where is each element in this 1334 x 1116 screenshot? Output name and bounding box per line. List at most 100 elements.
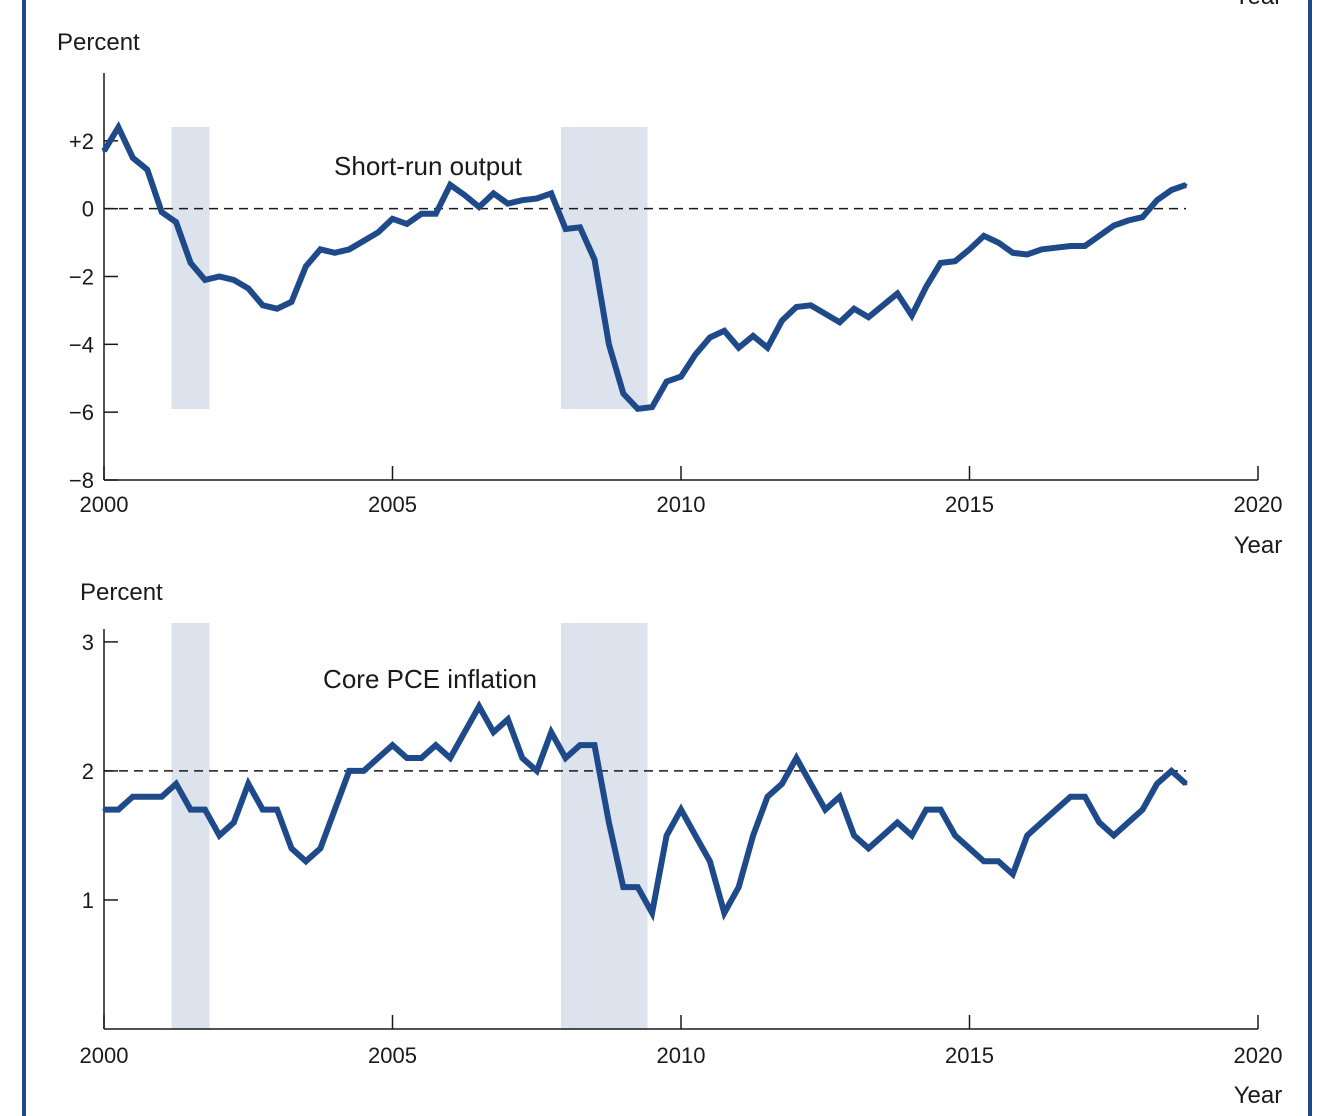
data-point [794, 305, 798, 309]
data-point [636, 885, 640, 889]
data-point [1025, 833, 1029, 837]
y-tick-label: 1 [82, 888, 94, 913]
data-point [722, 911, 726, 915]
data-point [304, 859, 308, 863]
data-point [794, 756, 798, 760]
data-point [665, 833, 669, 837]
data-point [852, 307, 856, 311]
data-point [953, 833, 957, 837]
data-point [867, 846, 871, 850]
recession-shade-0 [171, 623, 210, 1030]
x-tick-label: 2000 [80, 492, 129, 517]
data-point [953, 259, 957, 263]
data-point [780, 319, 784, 323]
series-title: Core PCE inflation [323, 664, 537, 694]
data-point [722, 329, 726, 333]
x-tick-label: 2005 [368, 1043, 417, 1068]
data-point [362, 239, 366, 243]
data-point [419, 212, 423, 216]
data-point [895, 291, 899, 295]
data-point [477, 704, 481, 708]
data-point [174, 782, 178, 786]
data-point [578, 743, 582, 747]
data-point [304, 264, 308, 268]
recession-shade-1 [560, 623, 648, 1030]
data-point [607, 821, 611, 825]
recession-shade-0 [171, 127, 210, 409]
data-point [867, 315, 871, 319]
data-point [636, 407, 640, 411]
data-point [506, 202, 510, 206]
data-point [592, 743, 596, 747]
x-tick-label: 2020 [1234, 1043, 1283, 1068]
y-tick-label: −6 [69, 400, 94, 425]
data-point [448, 183, 452, 187]
data-point [1068, 795, 1072, 799]
data-point [318, 247, 322, 251]
data-point [535, 196, 539, 200]
data-point [347, 247, 351, 251]
data-point [419, 756, 423, 760]
data-point [347, 769, 351, 773]
data-point [333, 251, 337, 255]
data-point [405, 756, 409, 760]
x-tick-label: 2000 [80, 1043, 129, 1068]
data-point [607, 342, 611, 346]
y-tick-label: −2 [69, 265, 94, 290]
data-point [564, 227, 568, 231]
data-point [189, 261, 193, 265]
data-point [1184, 183, 1188, 187]
data-point [246, 782, 250, 786]
data-point [549, 730, 553, 734]
y-axis-label: Percent [57, 29, 140, 56]
x-tick-label: 2010 [657, 1043, 706, 1068]
data-point [535, 769, 539, 773]
data-point [809, 303, 813, 307]
data-point [1040, 247, 1044, 251]
data-point [1011, 872, 1015, 876]
x-axis-label: Year [1234, 532, 1283, 559]
data-point [881, 303, 885, 307]
y-axis-label: Percent [80, 579, 163, 606]
data-point [751, 833, 755, 837]
core-pce-inflation-chart: 3 2 1 2000 2005 2010 2015 2020 Percent Year Core P… [80, 579, 1283, 1109]
data-point [160, 210, 164, 214]
data-point [924, 285, 928, 289]
data-point [189, 808, 193, 812]
data-point [116, 125, 120, 129]
data-point [751, 334, 755, 338]
data-point [881, 833, 885, 837]
data-point [1097, 234, 1101, 238]
data-point [1112, 224, 1116, 228]
data-point [621, 392, 625, 396]
data-point [823, 312, 827, 316]
data-point [520, 756, 524, 760]
data-point [217, 833, 221, 837]
data-point [463, 193, 467, 197]
data-point [924, 808, 928, 812]
data-point [448, 756, 452, 760]
data-point [650, 405, 654, 409]
data-point [939, 808, 943, 812]
data-point [809, 782, 813, 786]
data-point [520, 198, 524, 202]
data-point [131, 795, 135, 799]
data-point [391, 217, 394, 221]
y-tick-label: −4 [69, 332, 94, 357]
data-point [650, 911, 654, 915]
series-title: Short-run output [334, 151, 523, 181]
data-point [838, 320, 842, 324]
data-point [232, 821, 236, 825]
data-point [174, 220, 178, 224]
x-tick-label: 2015 [945, 492, 994, 517]
data-point [1083, 795, 1087, 799]
x-tick-label: 2015 [945, 1043, 994, 1068]
data-point [290, 300, 294, 304]
data-point [564, 756, 568, 760]
data-point [996, 859, 1000, 863]
data-point [261, 808, 265, 812]
y-tick-label: −8 [69, 468, 94, 493]
x-tick-label: 2020 [1234, 492, 1283, 517]
data-point [203, 808, 207, 812]
